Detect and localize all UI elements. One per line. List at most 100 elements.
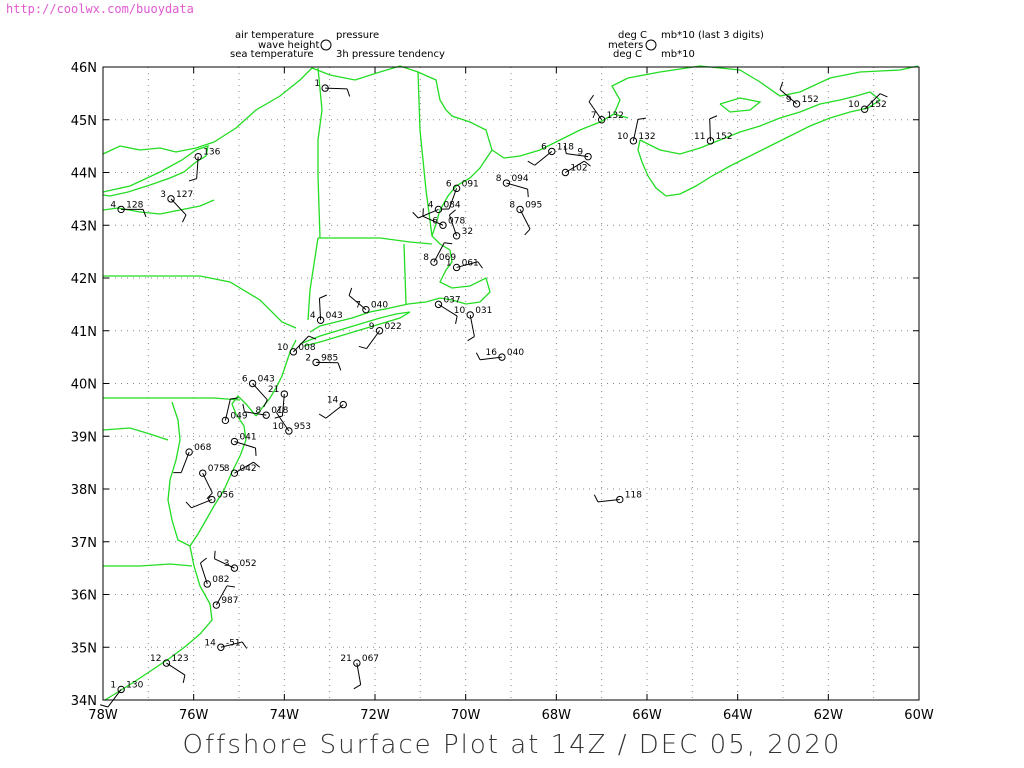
- pressure-label: 132: [607, 111, 624, 121]
- air-temperature-label: 4: [428, 200, 434, 210]
- lat-label: 43N: [71, 219, 97, 234]
- station: 4 043: [310, 311, 343, 324]
- station: 32: [452, 227, 473, 240]
- station: 9: [577, 148, 592, 161]
- wind-barb-flag: [253, 461, 261, 468]
- legend-station-circle-right: [645, 39, 657, 51]
- station-circle: [561, 168, 570, 177]
- pressure-label: 130: [126, 680, 143, 690]
- pressure-label: -51: [226, 638, 241, 648]
- lat-label: 36N: [71, 589, 97, 604]
- station-circle: [208, 495, 216, 504]
- air-temperature-label: 4: [310, 311, 316, 321]
- wind-barb-flag: [412, 211, 419, 219]
- station-circle: [248, 379, 257, 388]
- wind-barb-flag: [524, 228, 531, 236]
- wind-barb-flag: [593, 494, 599, 503]
- station-circle: [185, 448, 193, 456]
- station: 4 128: [110, 200, 144, 214]
- pressure-label: 118: [557, 142, 574, 152]
- lon-label: 68W: [542, 708, 572, 723]
- air-temperature-label: 8: [224, 464, 230, 474]
- station-circle: [162, 659, 171, 667]
- air-temperature-label: 11: [694, 132, 705, 142]
- axis-labels: 46N45N44N43N42N41N40N39N38N37N36N35N34N7…: [71, 61, 934, 723]
- pressure-label: 040: [507, 348, 524, 358]
- air-temperature-label: 6: [432, 216, 438, 226]
- station-circle: [466, 311, 474, 319]
- station-circle: [502, 179, 511, 187]
- lon-label: 66W: [632, 708, 662, 723]
- map-frame: [102, 66, 920, 701]
- station: 1 130: [110, 680, 144, 694]
- station: 16 040: [485, 348, 524, 361]
- pressure-label: 037: [443, 295, 460, 305]
- station: 3 127: [160, 190, 193, 203]
- wind-barb-flag: [467, 336, 475, 342]
- legend-right-mb10-last: mb*10 (last 3 digits): [661, 30, 764, 41]
- wind-barb-flag: [206, 492, 213, 500]
- pressure-label: 075: [208, 464, 225, 474]
- wind-barb-flag: [588, 94, 594, 103]
- pressure-label: 031: [475, 306, 492, 316]
- pressure-label: 987: [221, 596, 238, 606]
- station: 7 040: [355, 301, 388, 314]
- station-circle: [498, 353, 506, 361]
- station-circle: [616, 495, 624, 504]
- air-temperature-label: 1: [314, 79, 320, 89]
- station-circle: [289, 348, 298, 356]
- lon-label: 62W: [814, 708, 844, 723]
- wind-barb-flag: [241, 641, 248, 649]
- wind-barb-flag: [230, 397, 239, 400]
- lon-label: 60W: [904, 708, 934, 723]
- wind-barb-flag: [527, 160, 535, 166]
- station-circle: [860, 105, 869, 113]
- new-brunswick-coast: [627, 65, 919, 97]
- air-temperature-label: 10: [617, 132, 629, 142]
- plot-title: Offshore Surface Plot at 14Z / DEC 05, 2…: [182, 730, 842, 760]
- station-circle: [362, 305, 370, 314]
- station: 11 152: [694, 132, 733, 145]
- lat-label: 39N: [71, 430, 97, 445]
- new-england-north: [311, 65, 493, 151]
- station: 10 031: [454, 306, 492, 319]
- station: 068: [185, 443, 212, 456]
- air-temperature-label: 8: [255, 406, 261, 416]
- station: 7 132: [591, 111, 624, 124]
- station-circle: [439, 221, 447, 229]
- wind-barb-flag: [308, 335, 317, 340]
- pressure-label: 102: [570, 164, 587, 174]
- station: 056: [208, 491, 234, 504]
- pressure-label: 022: [385, 322, 402, 332]
- delmarva-coast: [189, 439, 247, 547]
- source-url[interactable]: http://coolwx.com/buoydata: [6, 2, 194, 16]
- legend-right-meters: meters: [608, 40, 644, 51]
- lat-label: 41N: [71, 325, 97, 340]
- air-temperature-label: 4: [110, 200, 116, 210]
- station-circle: [316, 316, 325, 324]
- station-circle: [629, 137, 638, 145]
- station-circle: [203, 580, 211, 588]
- station: 9 152: [786, 95, 819, 108]
- pressure-label: 067: [362, 654, 379, 664]
- wind-barb-flag: [100, 704, 109, 708]
- legend-sea-temperature: sea temperature: [230, 49, 314, 60]
- maine-coast: [491, 113, 629, 159]
- pressure-label: 095: [525, 200, 542, 210]
- air-temperature-label: 9: [369, 322, 375, 332]
- legend-left: air temperature pressure wave height sea…: [0, 0, 1024, 60]
- legend-right-mb10: mb*10: [661, 49, 695, 60]
- pressure-label: 953: [294, 422, 311, 432]
- wind-barb-flag: [477, 261, 483, 269]
- legend-air-temperature: air temperature: [235, 30, 315, 41]
- station: 041: [230, 433, 257, 446]
- station: 10 152: [848, 100, 887, 113]
- ri-ct-coast: [309, 297, 441, 333]
- lake-ontario-coast: [102, 145, 209, 197]
- station-circle: [452, 263, 461, 272]
- wind-barb-flag: [200, 557, 208, 564]
- station-circle: [792, 100, 801, 108]
- wind-barb-flag: [276, 405, 282, 414]
- station-circle: [285, 427, 293, 435]
